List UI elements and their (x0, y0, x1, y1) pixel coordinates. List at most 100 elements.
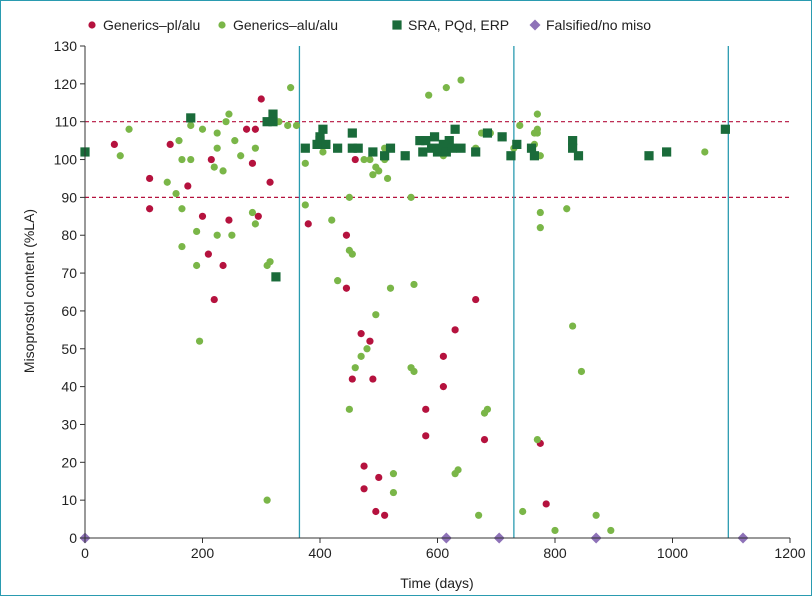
data-point (242, 125, 251, 133)
data-point (422, 432, 430, 440)
x-tick-label: 600 (426, 545, 450, 561)
data-point (533, 436, 541, 444)
data-point (471, 147, 481, 157)
data-point (237, 152, 245, 160)
data-point (497, 132, 507, 142)
data-point (577, 367, 586, 376)
data-point (304, 220, 312, 228)
data-point (381, 511, 389, 519)
legend-item: Generics–alu/alu (218, 17, 338, 33)
data-point (410, 367, 418, 376)
data-point (422, 405, 430, 413)
y-tick-label: 0 (69, 530, 77, 546)
axes: 0 10 20 30 40 50 60 70 80 90 100 110 120 130 0 200 400 60… (54, 38, 806, 561)
data-point (266, 178, 274, 186)
data-point (198, 212, 207, 220)
data-point (342, 284, 351, 292)
data-point (451, 326, 459, 334)
data-point (360, 485, 368, 493)
data-point (263, 496, 271, 504)
data-point (204, 250, 212, 258)
data-point (345, 405, 353, 413)
legend-marker (392, 20, 402, 30)
data-point (415, 136, 425, 146)
data-point (268, 109, 278, 119)
data-point (447, 143, 457, 153)
data-point (187, 121, 195, 130)
data-point (318, 124, 328, 134)
y-tick-label: 100 (54, 152, 78, 168)
data-point (429, 132, 440, 142)
data-point (512, 139, 522, 149)
data-point (519, 507, 527, 516)
data-point (418, 147, 428, 157)
data-point (178, 205, 186, 213)
data-point (333, 143, 343, 153)
x-tick-label: 1200 (774, 545, 805, 561)
data-point (472, 295, 480, 304)
data-point (533, 110, 541, 118)
data-point (482, 128, 493, 138)
data-point (375, 473, 383, 482)
data-point (315, 136, 325, 146)
data-point (569, 322, 577, 330)
data-point (187, 155, 195, 164)
data-point (219, 261, 227, 270)
data-point (116, 152, 124, 160)
data-point (439, 383, 447, 391)
series-2 (80, 109, 730, 282)
data-point (268, 117, 278, 127)
legend-marker (88, 21, 96, 29)
legend-item: Falsified/no miso (529, 17, 651, 33)
data-point (254, 212, 262, 220)
data-point (328, 216, 336, 224)
data-point (301, 159, 309, 167)
data-point (533, 129, 541, 137)
data-point (228, 231, 236, 239)
data-point (163, 178, 171, 186)
data-point (389, 470, 398, 478)
y-tick-label: 30 (61, 416, 77, 432)
data-point (536, 208, 544, 217)
data-point (287, 84, 295, 92)
data-point (372, 311, 380, 319)
data-point (439, 352, 447, 360)
data-point (300, 143, 310, 153)
legend-item: Generics–pl/alu (88, 17, 200, 33)
data-point (175, 137, 183, 145)
y-tick-label: 70 (61, 265, 77, 281)
legend-label: Generics–pl/alu (103, 17, 200, 33)
data-point (357, 330, 365, 338)
data-point (248, 159, 257, 167)
y-tick-label: 130 (54, 38, 78, 54)
data-point (366, 155, 374, 164)
data-point (257, 95, 265, 103)
data-point (178, 242, 186, 251)
data-point (198, 125, 207, 133)
data-point (334, 277, 342, 285)
data-point (410, 280, 418, 289)
x-tick-label: 1000 (657, 545, 688, 561)
data-point (351, 364, 359, 372)
legend-label: Falsified/no miso (546, 17, 651, 33)
data-point (348, 250, 356, 258)
data-point (213, 129, 221, 137)
data-point (363, 345, 371, 353)
data-point (475, 511, 483, 519)
data-point (607, 526, 615, 535)
data-points (79, 76, 749, 544)
data-point (251, 220, 259, 228)
data-point (360, 462, 368, 470)
data-point (701, 148, 709, 156)
data-point (662, 147, 672, 157)
data-point (213, 231, 221, 239)
y-tick-label: 20 (61, 454, 77, 470)
data-point (271, 272, 281, 282)
data-point (348, 375, 356, 383)
data-point (526, 143, 537, 153)
y-tick-label: 10 (61, 492, 77, 508)
data-point (442, 84, 450, 92)
legend-label: Generics–alu/alu (233, 17, 338, 33)
data-point (454, 466, 462, 474)
